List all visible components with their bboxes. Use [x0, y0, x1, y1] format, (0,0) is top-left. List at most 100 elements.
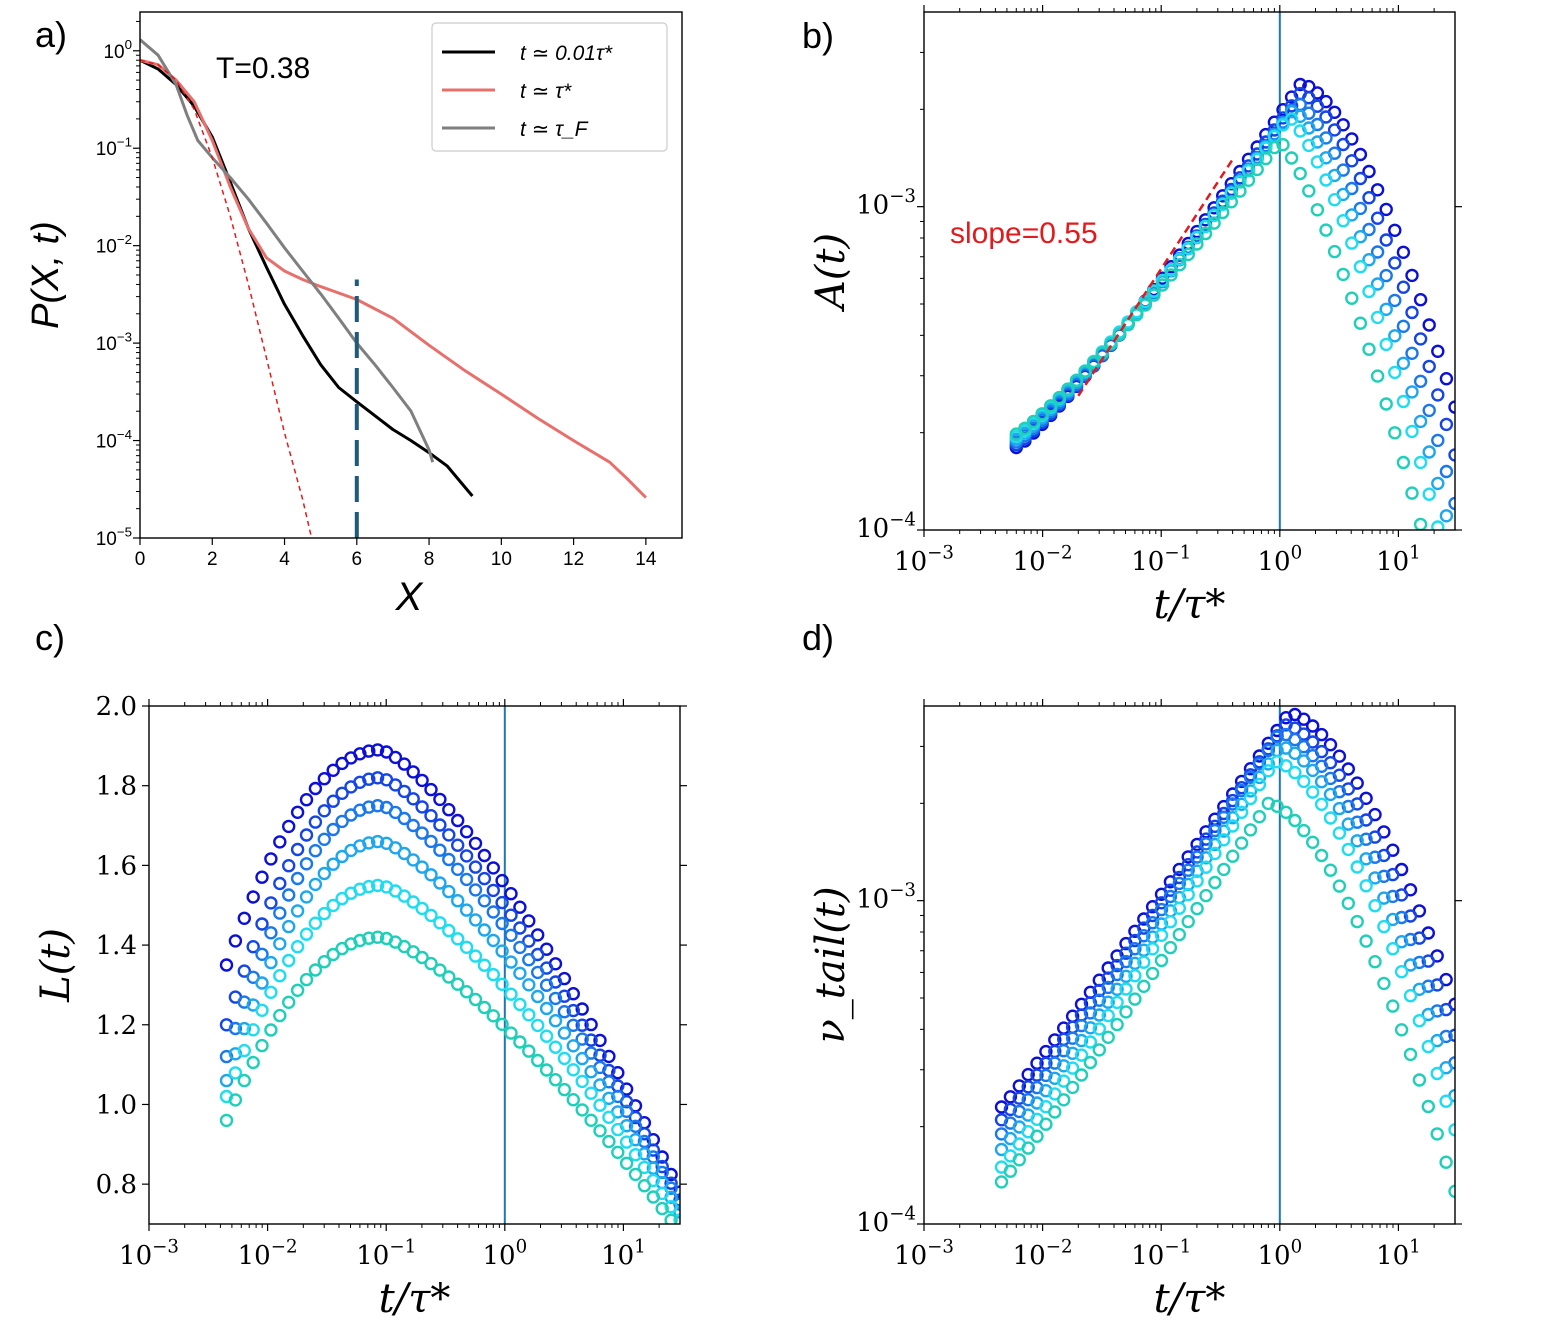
data-marker [575, 1018, 589, 1032]
data-marker [593, 1033, 607, 1048]
data-marker [1370, 369, 1385, 383]
data-marker [477, 848, 492, 863]
data-marker [459, 985, 474, 999]
data-marker [566, 1039, 580, 1053]
data-marker [228, 934, 243, 948]
data-marker [264, 852, 278, 866]
data-marker [1252, 770, 1267, 785]
data-marker [1413, 517, 1428, 530]
x-axis-label: X [395, 575, 424, 619]
data-marker [1137, 929, 1151, 943]
data-marker [228, 1021, 243, 1036]
y-tick-label-base: 10 [103, 42, 124, 63]
x-tick-label: 10−2 [1013, 542, 1073, 577]
data-marker [1224, 186, 1239, 201]
data-marker [1101, 995, 1115, 1009]
x-tick-label-base: 10 [1257, 547, 1290, 577]
data-marker [1432, 584, 1443, 595]
data-marker [1422, 403, 1436, 418]
data-marker [228, 1066, 243, 1080]
y-tick-label-exp: −4 [117, 427, 132, 442]
data-marker [1377, 869, 1391, 883]
data-marker [584, 1064, 598, 1079]
data-marker [1199, 837, 1213, 851]
data-marker [326, 822, 340, 837]
legend-box [431, 22, 668, 152]
x-tick-label-base: 10 [482, 1241, 515, 1271]
data-marker [1388, 329, 1402, 343]
data-marker [335, 849, 349, 864]
data-marker [1336, 213, 1350, 228]
marker-series-2 [1009, 97, 1455, 511]
marker-series-0 [994, 707, 1455, 1114]
data-marker [1345, 291, 1359, 305]
data-marker [1439, 1094, 1453, 1108]
marker-series-4 [994, 755, 1455, 1174]
data-marker [1403, 1047, 1418, 1062]
data-marker [1012, 1153, 1026, 1167]
data-marker [513, 966, 527, 980]
data-marker [362, 836, 376, 850]
data-marker [370, 834, 385, 849]
data-marker [611, 1145, 625, 1160]
data-marker [1353, 260, 1368, 274]
y-tick-label: 0.8 [96, 1170, 137, 1200]
data-marker [584, 1033, 598, 1047]
data-marker [495, 873, 509, 888]
data-marker [308, 781, 323, 796]
data-marker [1362, 222, 1376, 237]
data-marker [1172, 258, 1187, 272]
data-marker [1128, 969, 1142, 983]
data-marker [1386, 867, 1400, 882]
panel-label: d) [802, 617, 834, 658]
data-marker [388, 778, 403, 792]
data-marker [433, 916, 447, 930]
x-tick-label: 12 [563, 549, 584, 570]
data-marker [1110, 1017, 1124, 1032]
data-marker [1439, 1060, 1453, 1075]
x-tick-label-exp: −1 [1164, 542, 1191, 563]
data-marker [1413, 414, 1428, 429]
data-marker [1145, 916, 1160, 930]
x-tick-label: 10−2 [238, 1236, 298, 1271]
data-marker [1314, 775, 1329, 789]
data-marker [655, 1201, 669, 1216]
data-marker [1327, 244, 1342, 259]
data-marker [1323, 738, 1338, 752]
data-marker [575, 1103, 589, 1117]
data-marker [1119, 982, 1133, 996]
data-marker [299, 890, 314, 904]
x-axis-label: t/τ* [1154, 1276, 1226, 1322]
data-marker [1155, 278, 1170, 292]
data-marker [1379, 233, 1393, 247]
data-marker [1310, 155, 1325, 169]
data-marker [424, 834, 438, 849]
data-marker [1181, 863, 1195, 877]
data-marker [611, 1089, 625, 1104]
data-marker [1243, 823, 1258, 837]
data-marker [1396, 356, 1411, 370]
data-marker [1030, 1068, 1044, 1082]
data-marker [486, 933, 500, 948]
data-marker [1350, 797, 1364, 811]
data-marker [1439, 1002, 1453, 1017]
data-marker [1234, 783, 1249, 798]
data-marker [1341, 817, 1356, 831]
data-marker [602, 1091, 616, 1106]
data-marker [1056, 1093, 1071, 1107]
data-marker [397, 784, 411, 799]
data-marker [1377, 891, 1391, 905]
data-marker [1270, 730, 1284, 744]
data-marker [362, 931, 376, 945]
data-marker [459, 940, 474, 954]
data-marker [290, 805, 305, 819]
data-marker [246, 1055, 260, 1070]
data-marker [1403, 932, 1418, 947]
data-marker [273, 1008, 287, 1023]
data-marker [1394, 935, 1409, 949]
data-marker [1233, 175, 1247, 189]
data-marker [1003, 1102, 1018, 1117]
data-marker [1448, 496, 1455, 511]
data-marker [513, 997, 527, 1012]
data-marker [522, 953, 536, 967]
